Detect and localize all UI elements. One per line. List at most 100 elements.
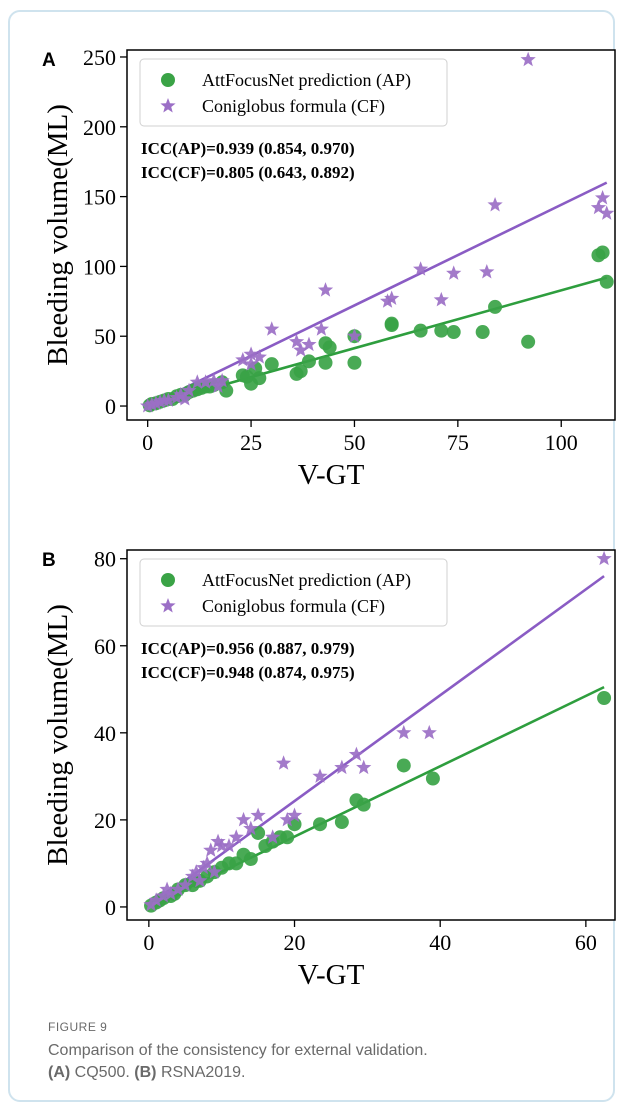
caption-b: RSNA2019.	[160, 1064, 246, 1081]
cf-data-point	[384, 290, 400, 305]
y-tick-label: 80	[94, 547, 116, 572]
cf-data-point	[433, 291, 449, 307]
cf-data-point	[181, 382, 197, 398]
ap-data-point	[595, 245, 610, 260]
x-tick-label: 40	[429, 930, 451, 955]
cf-data-point	[235, 811, 252, 827]
ap-data-point	[599, 274, 614, 289]
panel-letter: A	[42, 50, 56, 71]
cf-data-point	[210, 833, 226, 849]
ap-data-point	[318, 355, 333, 370]
chart-panel-b: B 0 20 40 60 0 20 40 60 80 V-GT Bleeding volume(ML)…	[42, 547, 616, 991]
cf-data-point	[152, 393, 168, 409]
y-tick-label: 100	[83, 254, 116, 279]
cf-data-point	[206, 372, 222, 388]
cf-data-point	[159, 881, 175, 896]
cf-data-point	[313, 321, 329, 336]
cf-data-point	[346, 328, 363, 343]
cf-data-point	[188, 864, 204, 879]
ap-data-point	[251, 825, 266, 840]
ap-data-point	[521, 334, 536, 349]
cf-data-point	[275, 755, 292, 770]
y-tick-label: 200	[83, 115, 116, 140]
cf-data-point	[596, 550, 612, 566]
cf-data-point	[250, 807, 266, 822]
x-tick-label: 20	[284, 930, 306, 955]
cf-data-point	[206, 864, 223, 879]
cf-data-point	[148, 892, 164, 907]
ap-data-point	[413, 323, 428, 338]
cf-data-point	[590, 199, 607, 215]
cf-data-point	[356, 759, 372, 775]
legend-cf-marker	[160, 598, 176, 613]
ap-data-point	[347, 355, 362, 370]
ap-data-point	[475, 325, 490, 340]
cf-data-point	[293, 342, 309, 357]
cf-data-point	[214, 372, 230, 388]
ap-data-point	[301, 354, 316, 369]
ap-data-point	[264, 357, 279, 372]
cf-data-point	[487, 196, 503, 212]
panel-letter: B	[42, 550, 56, 571]
cf-data-point	[379, 293, 396, 308]
icc-ap-annotation: ICC(AP)=0.956 (0.887, 0.979)	[141, 639, 355, 658]
ap-data-point	[322, 340, 337, 355]
caption-b-tag: (B)	[134, 1064, 157, 1081]
legend-cf-label: Coniglobus formula (CF)	[202, 96, 385, 117]
cf-data-point	[599, 205, 615, 220]
y-tick-label: 20	[94, 808, 116, 833]
ap-data-point	[219, 383, 234, 398]
cf-data-point	[189, 374, 205, 389]
cf-data-point	[177, 877, 193, 892]
cf-data-point	[173, 386, 189, 402]
cf-data-point	[446, 265, 462, 280]
legend-ap-label: AttFocusNet prediction (AP)	[202, 570, 411, 591]
caption-a: CQ500.	[74, 1064, 130, 1081]
x-axis-title: V-GT	[298, 459, 365, 491]
ap-data-point	[243, 852, 258, 867]
y-tick-label: 40	[94, 721, 116, 746]
cf-data-point	[301, 336, 317, 352]
cf-data-point	[334, 759, 350, 775]
x-tick-label: 50	[343, 430, 365, 455]
cf-data-point	[594, 190, 611, 205]
cf-data-point	[160, 392, 176, 407]
caption-main: Comparison of the consistency for extern…	[48, 1042, 428, 1059]
cf-data-point	[197, 374, 214, 389]
cf-data-point	[279, 811, 295, 827]
y-axis-title: Bleeding volume(ML)	[42, 104, 74, 366]
cf-data-point	[288, 333, 305, 349]
cf-data-point	[348, 746, 365, 762]
y-tick-label: 250	[83, 45, 116, 70]
cf-data-point	[140, 398, 156, 413]
cf-data-point	[421, 724, 437, 740]
x-tick-label: 100	[545, 430, 578, 455]
x-tick-label: 0	[143, 930, 154, 955]
ap-data-point	[597, 691, 612, 705]
cf-data-point	[169, 389, 185, 405]
legend-cf-marker	[160, 98, 176, 113]
cf-data-point	[265, 829, 281, 844]
cf-data-point	[192, 872, 208, 888]
cf-data-point	[312, 768, 328, 783]
x-tick-label: 75	[447, 430, 469, 455]
ap-data-point	[334, 815, 349, 830]
ap-data-point	[425, 771, 440, 786]
cf-data-point	[203, 842, 219, 857]
legend-cf-label: Coniglobus formula (CF)	[202, 596, 385, 617]
y-tick-label: 60	[94, 634, 116, 659]
cf-data-point	[163, 885, 179, 901]
cf-data-point	[264, 321, 280, 336]
legend-ap-label: AttFocusNet prediction (AP)	[202, 70, 411, 91]
x-tick-label: 25	[240, 430, 262, 455]
y-tick-label: 0	[105, 895, 116, 920]
icc-cf-annotation: ICC(CF)=0.805 (0.643, 0.892)	[141, 163, 355, 182]
cf-data-point	[214, 838, 230, 853]
icc-cf-annotation: ICC(CF)=0.948 (0.874, 0.975)	[141, 663, 355, 682]
cf-data-point	[199, 855, 215, 870]
ap-data-point	[252, 371, 267, 386]
ap-data-point	[280, 830, 295, 845]
caption-a-tag: (A)	[48, 1064, 71, 1081]
cf-data-point	[286, 807, 303, 822]
ap-data-point	[293, 364, 308, 379]
